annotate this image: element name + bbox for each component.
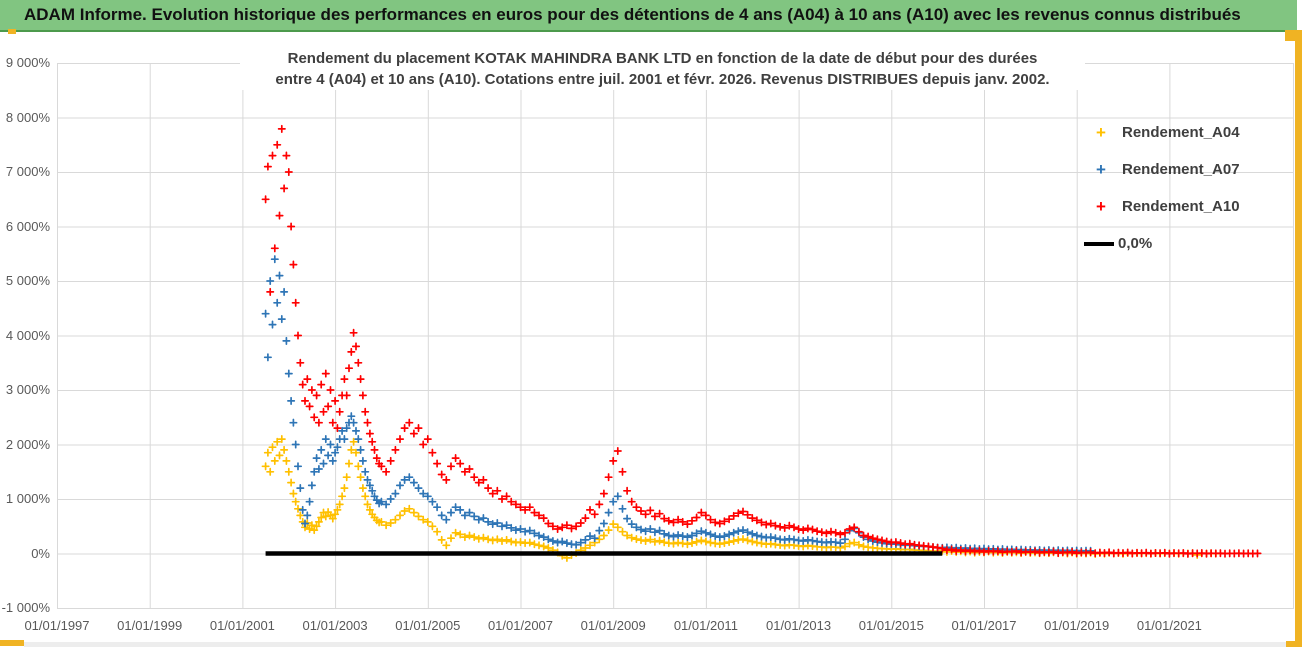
legend-line-swatch (1084, 241, 1114, 246)
x-tick-label: 01/01/2021 (1136, 618, 1202, 633)
gold-border-right (1295, 32, 1302, 647)
series-rendement_a04-markers[interactable] (261, 435, 1220, 562)
y-tick-label: 4 000% (5, 327, 50, 343)
x-tick-label: 01/01/2019 (1044, 618, 1110, 633)
x-tick-label: 01/01/2001 (209, 618, 275, 633)
legend-item-0-0-[interactable]: 0,0% (1084, 225, 1284, 262)
legend-plus-marker-icon: + (1096, 123, 1106, 142)
y-tick-label: 3 000% (5, 382, 50, 397)
y-tick-label: 8 000% (5, 109, 50, 125)
y-tick-label: -1 000% (1, 600, 50, 615)
chart-title[interactable]: Rendement du placement KOTAK MAHINDRA BA… (240, 48, 1085, 90)
x-tick-label: 01/01/1997 (24, 618, 90, 633)
legend-label: 0,0% (1118, 235, 1153, 252)
gold-border-notch-top-left (8, 29, 16, 34)
chart-title-line2: entre 4 (A04) et 10 ans (A10). Cotations… (275, 71, 1050, 88)
legend-plus-marker-icon: + (1096, 160, 1106, 179)
chart-title-line1: Rendement du placement KOTAK MAHINDRA BA… (287, 50, 1038, 67)
legend[interactable]: + Rendement_A04 + Rendement_A07 + Rendement_A… (1084, 114, 1284, 262)
series-rendement_a10-markers[interactable] (261, 124, 1262, 558)
legend-plus-marker-icon: + (1096, 197, 1106, 216)
x-tick-label: 01/01/2005 (395, 618, 461, 633)
x-tick-label: 01/01/2013 (766, 618, 832, 633)
legend-label: Rendement_A07 (1122, 161, 1240, 178)
y-tick-label: 1 000% (5, 491, 50, 506)
legend-label: Rendement_A04 (1122, 124, 1240, 141)
x-tick-label: 01/01/2007 (487, 618, 554, 633)
y-tick-label: 9 000% (5, 55, 50, 70)
y-tick-label: 7 000% (5, 164, 50, 179)
legend-item-rendement-a10[interactable]: + Rendement_A10 (1084, 188, 1284, 225)
y-tick-label: 2 000% (5, 436, 50, 452)
bottom-cell-strip (24, 642, 1286, 647)
gold-border-bottom-left (0, 640, 24, 646)
gold-border-bottom-right (1286, 641, 1302, 647)
series-rendement_a07-markers[interactable] (261, 255, 1095, 556)
x-tick-label: 01/01/1999 (117, 618, 183, 633)
y-tick-label: 0% (31, 545, 50, 561)
legend-item-rendement-a04[interactable]: + Rendement_A04 (1084, 114, 1284, 151)
gridlines (57, 63, 1294, 609)
y-tick-label: 6 000% (5, 218, 50, 234)
banner-title: ADAM Informe. Evolution historique des p… (24, 5, 1241, 24)
x-tick-label: 01/01/2003 (302, 618, 368, 633)
x-tick-label: 01/01/2015 (858, 618, 924, 633)
x-tick-label: 01/01/2017 (951, 618, 1017, 633)
gold-border-corner-top-right (1285, 30, 1302, 41)
x-tick-label: 01/01/2011 (673, 618, 738, 633)
legend-item-rendement-a07[interactable]: + Rendement_A07 (1084, 151, 1284, 188)
legend-label: Rendement_A10 (1122, 198, 1240, 215)
x-tick-label: 01/01/2009 (580, 618, 646, 633)
banner-cell[interactable]: ADAM Informe. Evolution historique des p… (0, 0, 1297, 32)
y-tick-label: 5 000% (5, 273, 50, 288)
